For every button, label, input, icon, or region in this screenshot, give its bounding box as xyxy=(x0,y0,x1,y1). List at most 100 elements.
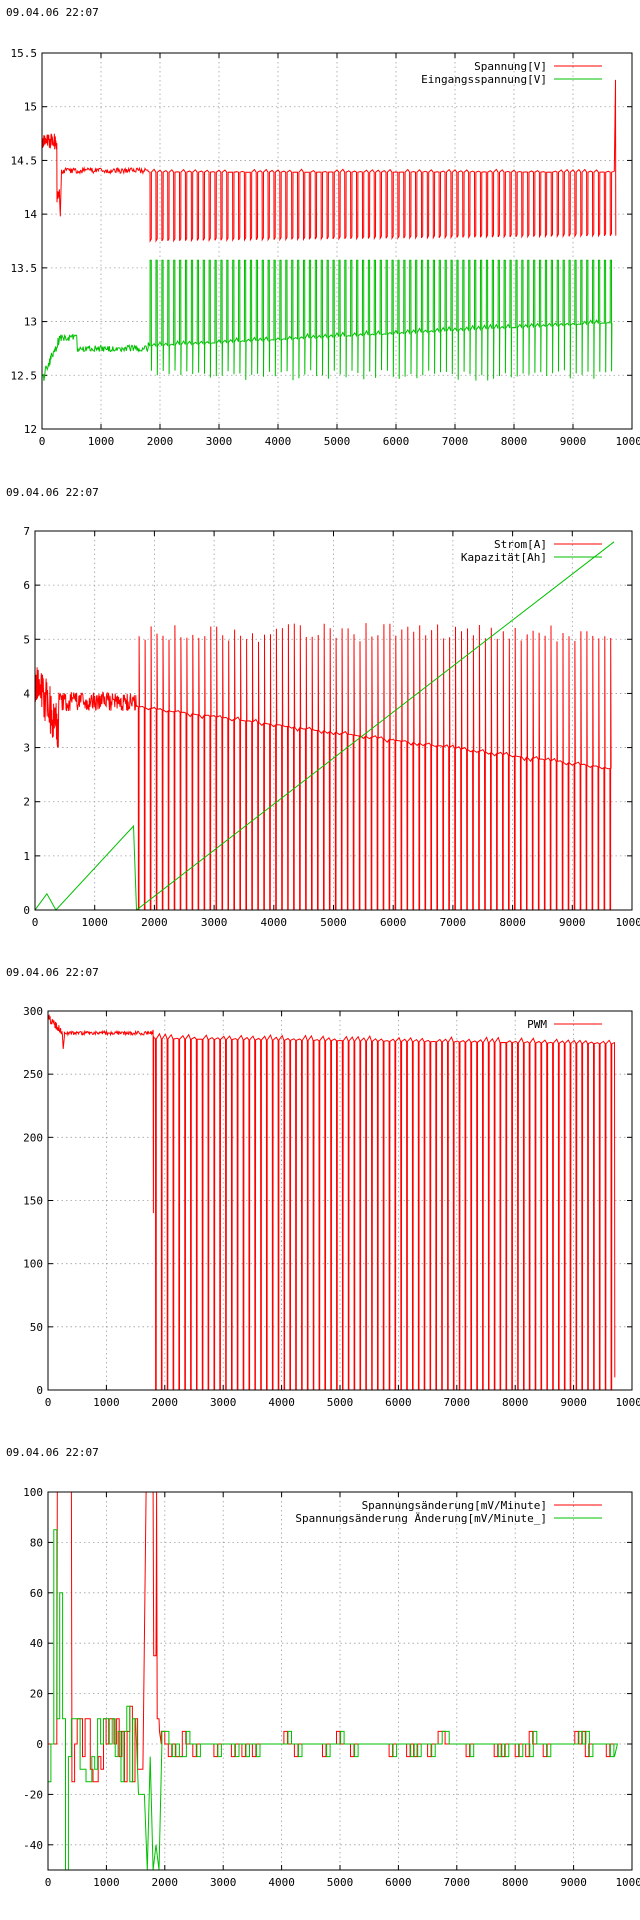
y-tick-label: 12.5 xyxy=(11,369,38,382)
y-tick-label: 5 xyxy=(23,633,30,646)
y-tick-label: 80 xyxy=(30,1536,43,1549)
x-tick-label: 6000 xyxy=(385,1396,412,1409)
legend-label: Spannungsänderung[mV/Minute] xyxy=(362,1499,547,1512)
y-tick-label: 13 xyxy=(24,316,37,329)
y-tick-label: 14.5 xyxy=(11,154,38,167)
x-tick-label: 4000 xyxy=(265,435,292,448)
series-line-1 xyxy=(35,623,612,910)
x-tick-label: 1000 xyxy=(81,916,108,929)
chart-timestamp: 09.04.06 22:07 xyxy=(6,966,99,979)
series-line-2 xyxy=(48,1529,619,1870)
y-tick-label: 250 xyxy=(23,1068,43,1081)
series-line-2 xyxy=(42,259,613,381)
grid xyxy=(48,1011,632,1390)
plot-border xyxy=(47,1491,633,1871)
x-tick-label: 3000 xyxy=(210,1396,237,1409)
chart-4: 09.04.06 22:070 1000 2000 3000 4000 5000 6000 7… xyxy=(6,1446,640,1889)
y-tick-label: 3 xyxy=(23,742,30,755)
y-tick-label: 6 xyxy=(23,579,30,592)
x-tick-label: 4000 xyxy=(261,916,288,929)
x-tick-label: 3000 xyxy=(201,916,228,929)
y-tick-label: -40 xyxy=(23,1839,43,1852)
chart-timestamp: 09.04.06 22:07 xyxy=(6,486,99,499)
legend-label: Spannungsänderung Änderung[mV/Minute_] xyxy=(295,1512,547,1525)
series-line-1 xyxy=(48,1492,617,1783)
y-tick-label: 12 xyxy=(24,423,37,436)
x-tick-label: 7000 xyxy=(442,435,469,448)
y-tick-label: 15.5 xyxy=(11,47,38,60)
x-tick-label: 8000 xyxy=(501,435,528,448)
y-tick-label: 50 xyxy=(30,1321,43,1334)
x-tick-label: 7000 xyxy=(440,916,467,929)
x-tick-label: 1000 xyxy=(88,435,115,448)
y-tick-label: 300 xyxy=(23,1005,43,1018)
y-tick-label: -20 xyxy=(23,1788,43,1801)
grid xyxy=(35,531,632,910)
x-tick-label: 6000 xyxy=(385,1876,412,1889)
chart-3: 09.04.06 22:070 1000 2000 3000 4000 5000 6000 7… xyxy=(6,966,640,1409)
legend-label: Eingangsspannung[V] xyxy=(421,73,547,86)
x-tick-label: 0 xyxy=(39,435,46,448)
y-tick-label: 100 xyxy=(23,1486,43,1499)
x-tick-label: 2000 xyxy=(147,435,174,448)
x-tick-label: 2000 xyxy=(141,916,168,929)
series-line-1 xyxy=(42,79,617,243)
chart-timestamp: 09.04.06 22:07 xyxy=(6,1446,99,1459)
x-tick-label: 7000 xyxy=(444,1876,471,1889)
plot-border xyxy=(47,1010,633,1391)
y-tick-label: 15 xyxy=(24,101,37,114)
x-tick-label: 7000 xyxy=(444,1396,471,1409)
grid xyxy=(42,53,632,429)
y-tick-label: 0 xyxy=(23,904,30,917)
x-tick-label: 0 xyxy=(32,916,39,929)
y-tick-label: 2 xyxy=(23,796,30,809)
y-tick-label: 4 xyxy=(23,687,30,700)
chart-1: 09.04.06 22:07 0 1000 2000 3000 4000 5000 6000 7… xyxy=(6,6,640,448)
x-tick-label: 9000 xyxy=(559,916,586,929)
x-tick-label: 5000 xyxy=(324,435,351,448)
plot-border xyxy=(41,52,633,430)
grid xyxy=(48,1492,632,1870)
x-tick-label: 6000 xyxy=(380,916,407,929)
legend-label: PWM xyxy=(527,1018,547,1031)
x-tick-label: 9000 xyxy=(560,1876,587,1889)
x-tick-label: 8000 xyxy=(502,1876,529,1889)
x-tick-label: 9000 xyxy=(560,435,587,448)
x-tick-label: 3000 xyxy=(210,1876,237,1889)
x-tick-label: 8000 xyxy=(502,1396,529,1409)
x-tick-label: 0 xyxy=(45,1876,52,1889)
y-tick-label: 1 xyxy=(23,850,30,863)
x-tick-label: 5000 xyxy=(320,916,347,929)
x-tick-label: 3000 xyxy=(206,435,233,448)
legend-label: Spannung[V] xyxy=(474,60,547,73)
chart-timestamp: 09.04.06 22:07 xyxy=(6,6,99,19)
legend-label: Strom[A] xyxy=(494,538,547,551)
y-tick-label: 150 xyxy=(23,1195,43,1208)
y-tick-label: 14 xyxy=(24,208,38,221)
y-tick-label: 13.5 xyxy=(11,262,38,275)
x-tick-label: 8000 xyxy=(499,916,526,929)
series-line-2 xyxy=(35,541,615,910)
x-tick-label: 1000 xyxy=(93,1396,120,1409)
y-tick-label: 40 xyxy=(30,1637,43,1650)
x-tick-label: 9000 xyxy=(560,1396,587,1409)
x-tick-label: 1000 xyxy=(93,1876,120,1889)
plot-border xyxy=(34,530,633,911)
series-line-1 xyxy=(48,1014,616,1390)
x-tick-label: 5000 xyxy=(327,1876,354,1889)
y-tick-label: 0 xyxy=(36,1384,43,1397)
y-tick-label: 0 xyxy=(36,1738,43,1751)
y-tick-label: 7 xyxy=(23,525,30,538)
legend-label: Kapazität[Ah] xyxy=(461,551,547,564)
x-tick-label: 0 xyxy=(45,1396,52,1409)
y-tick-label: 200 xyxy=(23,1131,43,1144)
x-tick-label: 2000 xyxy=(152,1876,179,1889)
x-tick-label: 4000 xyxy=(268,1396,295,1409)
x-tick-label: 4000 xyxy=(268,1876,295,1889)
x-tick-label: 5000 xyxy=(327,1396,354,1409)
x-tick-label: 6000 xyxy=(383,435,410,448)
